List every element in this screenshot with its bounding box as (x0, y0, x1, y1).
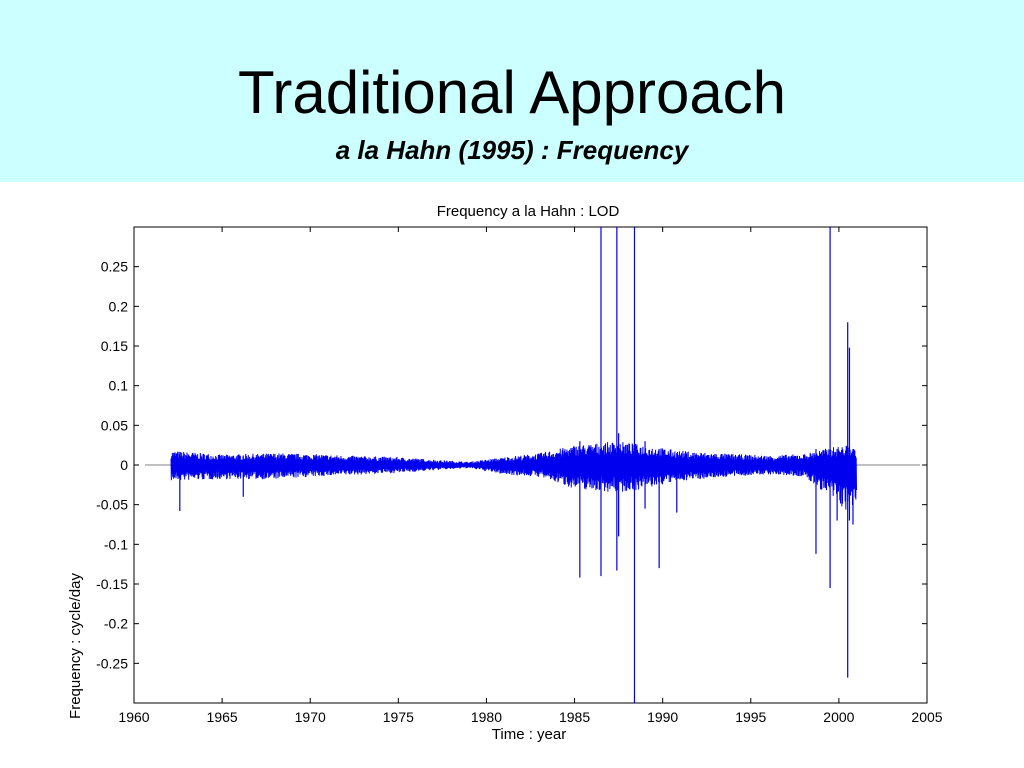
y-tick-label: 0.1 (109, 378, 129, 394)
x-tick-label: 1985 (559, 709, 590, 725)
y-tick-label: 0 (120, 457, 128, 473)
x-tick-label: 1995 (735, 709, 766, 725)
y-tick-label: -0.2 (104, 616, 128, 632)
x-tick-label: 2000 (823, 709, 854, 725)
y-tick-label: -0.1 (104, 536, 128, 552)
y-tick-label: 0.05 (101, 417, 128, 433)
y-tick-label: 0.2 (109, 298, 129, 314)
x-axis-label: Time : year (492, 726, 566, 743)
y-tick-label: -0.25 (96, 655, 128, 671)
x-tick-label: 1980 (471, 709, 502, 725)
slide-subtitle: a la Hahn (1995) : Frequency (335, 135, 689, 165)
y-tick-label: 0.15 (101, 338, 128, 354)
chart-title: Frequency a la Hahn : LOD (437, 203, 620, 220)
title-banner (0, 0, 1024, 182)
x-tick-label: 2005 (911, 709, 942, 725)
y-axis-label: Frequency : cycle/day (67, 573, 84, 719)
tick-layer: 1960 1965 1970 1975 1980 1985 1990 1995 2000 2005… (96, 227, 943, 725)
x-tick-label: 1990 (647, 709, 678, 725)
x-tick-label: 1970 (295, 709, 326, 725)
series-layer (170, 227, 858, 703)
slide-title: Traditional Approach (237, 59, 787, 126)
x-tick-label: 1965 (207, 709, 238, 725)
y-tick-label: -0.05 (96, 497, 128, 513)
x-tick-label: 1960 (118, 709, 149, 725)
y-tick-label: 0.25 (101, 259, 128, 275)
x-tick-label: 1975 (383, 709, 414, 725)
lod-frequency-signal (170, 442, 858, 510)
y-tick-label: -0.15 (96, 576, 128, 592)
frequency-chart: Frequency a la Hahn : LOD 1960 1965 1970 19… (67, 203, 943, 743)
